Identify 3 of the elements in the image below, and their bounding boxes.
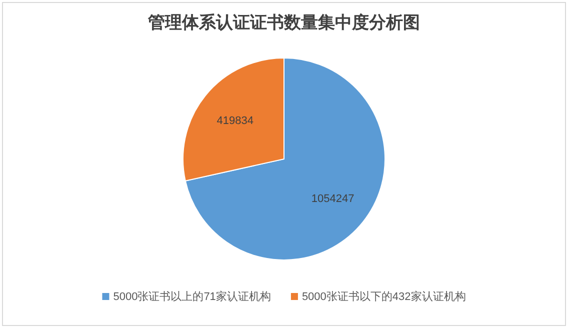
legend-label: 5000张证书以上的71家认证机构 xyxy=(113,290,271,303)
title: 管理体系认证证书数量集中度分析图 xyxy=(148,13,420,32)
legend-label: 5000张证书以下的432家认证机构 xyxy=(302,290,466,303)
